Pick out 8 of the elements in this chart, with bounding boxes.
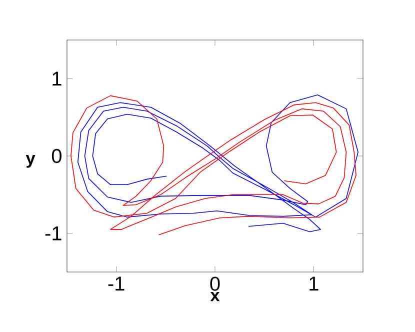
x-axis-title: x (210, 292, 220, 302)
y-tick-label: 0 (52, 148, 62, 164)
x-tick-label: 0 (210, 276, 220, 291)
y-tick-label: 1 (52, 72, 62, 86)
x-tick-label: -1 (108, 276, 124, 290)
y-axis-title: y (26, 154, 36, 168)
y-tick-label: -1 (45, 226, 62, 240)
x-tick-label: 1 (310, 276, 318, 290)
